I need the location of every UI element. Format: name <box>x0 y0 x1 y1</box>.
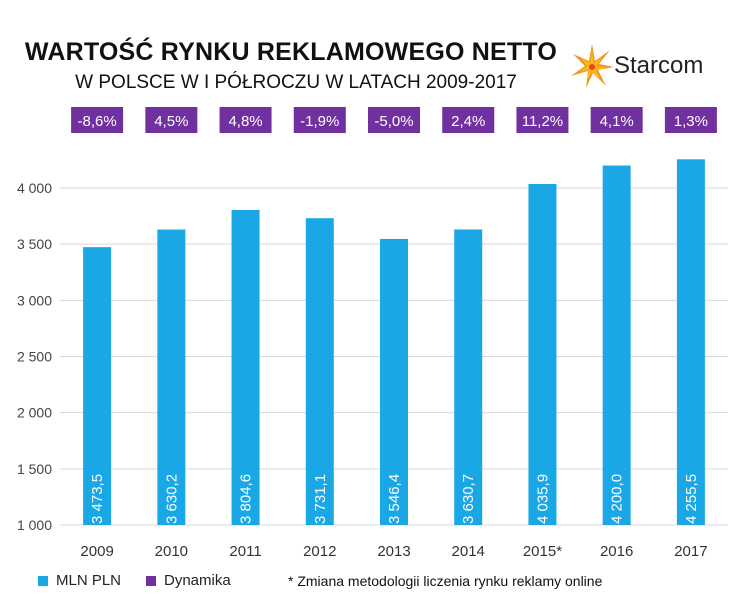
x-tick-label: 2015* <box>523 543 562 560</box>
bar-value-label: 4 200,0 <box>609 474 626 524</box>
dynamika-badge-label: 1,3% <box>674 113 708 130</box>
dynamika-badge <box>145 107 198 133</box>
x-tick-label: 2010 <box>155 543 188 560</box>
bar <box>602 165 631 526</box>
dynamika-badge <box>368 107 420 133</box>
chart-title: WARTOŚĆ RYNKU REKLAMOWEGO NETTO <box>24 38 558 66</box>
bar <box>157 229 186 525</box>
starburst-icon <box>571 44 614 88</box>
y-tick-label: 4 000 <box>17 180 52 196</box>
bar <box>83 247 112 525</box>
bar <box>231 209 260 525</box>
chart-canvas: 1 000 1 500 2 000 2 500 3 000 3 500 4 000 3 473… <box>17 107 728 560</box>
legend-label-dynamika: Dynamika <box>164 572 231 589</box>
dynamika-badge <box>71 107 124 133</box>
bar-value-label: 3 731,1 <box>312 474 329 524</box>
x-tick-label: 2009 <box>80 543 113 560</box>
y-tick-label: 2 000 <box>17 405 52 421</box>
x-tick-label: 2016 <box>600 543 633 560</box>
dynamika-badge-label: 4,5% <box>154 113 188 130</box>
dynamika-badge <box>442 107 495 133</box>
y-tick-label: 2 500 <box>17 349 52 365</box>
dynamika-badge <box>590 107 643 133</box>
dynamika-badge-label: 2,4% <box>451 113 485 130</box>
legend-item-mln-pln: MLN PLN <box>38 572 121 589</box>
dynamika-badge-label: 11,2% <box>522 113 563 130</box>
legend-swatch-mln-pln <box>38 575 48 586</box>
chart-subtitle: W POLSCE W I PÓŁROCZU W LATACH 2009-2017 <box>75 72 517 93</box>
dynamika-badge <box>293 107 346 133</box>
bar-value-label: 3 804,6 <box>238 474 255 524</box>
bar-value-label: 3 630,7 <box>460 474 477 524</box>
bar <box>528 183 557 526</box>
x-tick-label: 2014 <box>452 543 485 560</box>
bar <box>676 159 705 525</box>
bar <box>454 229 483 526</box>
dynamika-badge-label: -5,0% <box>374 113 413 130</box>
dynamika-badge-label: 4,8% <box>228 113 262 130</box>
dynamika-badge <box>516 107 569 133</box>
starcom-logo: Starcom <box>568 40 728 90</box>
legend: MLN PLN Dynamika * Zmiana metodologii li… <box>0 572 732 594</box>
dynamika-badge-label: -1,9% <box>300 113 339 130</box>
x-tick-label: 2011 <box>229 543 261 560</box>
bar <box>305 218 334 526</box>
y-tick-label: 3 500 <box>17 236 52 252</box>
y-tick-label: 3 000 <box>17 292 52 308</box>
bar-value-label: 3 546,4 <box>386 474 403 524</box>
bar-value-label: 4 255,5 <box>683 474 700 524</box>
dynamika-badge <box>219 107 272 133</box>
bar <box>380 238 408 525</box>
footnote: * Zmiana metodologii liczenia rynku rekl… <box>288 573 603 589</box>
bar-value-label: 3 630,2 <box>163 474 180 524</box>
brand-name: Starcom <box>614 52 704 79</box>
dynamika-badge-label: -8,6% <box>78 113 117 130</box>
bar-value-label: 3 473,5 <box>89 474 106 524</box>
y-tick-label: 1 500 <box>17 461 52 477</box>
x-tick-label: 2012 <box>303 543 336 560</box>
x-tick-label: 2017 <box>674 543 707 560</box>
dynamika-badge <box>664 107 717 133</box>
legend-swatch-dynamika <box>146 575 156 586</box>
legend-label-mln-pln: MLN PLN <box>56 572 122 589</box>
bar-value-label: 4 035,9 <box>534 474 551 524</box>
y-tick-label: 1 000 <box>17 517 52 533</box>
legend-item-dynamika: Dynamika <box>146 572 231 589</box>
x-tick-label: 2013 <box>377 543 410 560</box>
dynamika-badge-label: 4,1% <box>600 113 634 130</box>
